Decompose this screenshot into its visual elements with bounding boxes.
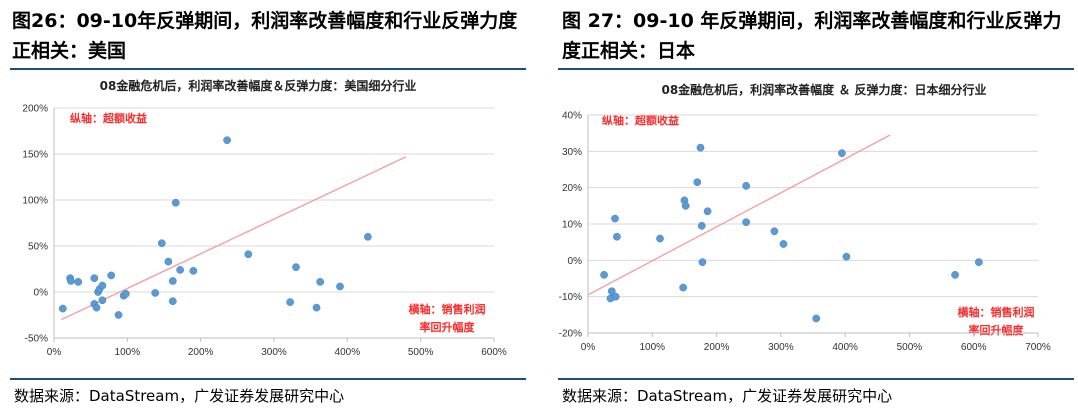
data-point bbox=[975, 258, 983, 266]
data-point bbox=[779, 240, 788, 248]
data-point bbox=[611, 292, 620, 301]
y-tick-label: 30% bbox=[562, 147, 582, 158]
x-tick-label: 500% bbox=[897, 342, 923, 353]
data-point bbox=[168, 297, 177, 306]
x-tick-label: 200% bbox=[704, 342, 730, 353]
title-divider bbox=[558, 68, 1074, 70]
data-point bbox=[151, 289, 160, 297]
y-tick-label: 20% bbox=[562, 183, 582, 194]
x-axis-annotation-line2: 率回升幅度 bbox=[969, 323, 1025, 337]
trendline bbox=[587, 134, 891, 296]
chart-title: 08金融危机后，利润率改善幅度＆反弹力度：美国细分行业 bbox=[100, 78, 417, 93]
data-point bbox=[312, 303, 321, 312]
data-point bbox=[838, 149, 846, 158]
y-tick-label: -50% bbox=[25, 334, 48, 345]
data-point bbox=[842, 252, 851, 261]
data-point bbox=[812, 314, 821, 323]
x-tick-label: 300% bbox=[261, 347, 287, 358]
x-axis-annotation-line2: 率回升幅度 bbox=[420, 320, 476, 334]
y-axis-annotation: 纵轴：超额收益 bbox=[602, 113, 679, 127]
title-divider bbox=[10, 68, 526, 70]
chart-title: 08金融危机后，利润率改善幅度 ＆ 反弹力度：日本细分行业 bbox=[661, 82, 986, 97]
figure-title: 图26：09-10年反弹期间，利润率改善幅度和行业反弹力度正相关：美国 bbox=[12, 10, 518, 62]
data-point bbox=[98, 296, 107, 305]
source-note: 数据来源：DataStream，广发证券发展研究中心 bbox=[14, 387, 345, 405]
data-point bbox=[656, 234, 664, 243]
x-tick-label: 600% bbox=[961, 342, 987, 353]
x-tick-label: 400% bbox=[335, 347, 361, 358]
x-axis-annotation-line1: 横轴：销售利润 bbox=[409, 302, 486, 316]
data-point bbox=[336, 282, 344, 291]
x-tick-label: 400% bbox=[832, 342, 858, 353]
data-point bbox=[189, 266, 198, 275]
x-tick-label: 700% bbox=[1025, 342, 1051, 353]
x-axis-annotation-line1: 横轴：销售利润 bbox=[958, 305, 1035, 319]
x-tick-label: 0% bbox=[47, 347, 62, 358]
y-tick-label: 0% bbox=[568, 256, 583, 267]
data-point bbox=[92, 303, 101, 312]
y-axis-annotation: 纵轴：超额收益 bbox=[70, 111, 147, 125]
x-tick-label: 100% bbox=[639, 342, 665, 353]
scatter-chart-us: 08金融危机后，利润率改善幅度＆反弹力度：美国细分行业 纵轴：超额收益 横轴：销… bbox=[22, 78, 507, 358]
data-point bbox=[74, 278, 83, 286]
data-point bbox=[176, 266, 184, 274]
data-point bbox=[613, 232, 621, 241]
data-point bbox=[703, 207, 712, 216]
x-tick-label: 600% bbox=[481, 347, 507, 358]
data-point bbox=[600, 271, 608, 279]
scatter-chart-jp: 08金融危机后，利润率改善幅度 ＆ 反弹力度：日本细分行业 纵轴：超额收益 横轴… bbox=[559, 82, 1051, 353]
y-tick-label: 50% bbox=[28, 242, 48, 253]
data-point bbox=[681, 201, 690, 210]
data-point bbox=[67, 277, 75, 285]
data-point bbox=[292, 263, 300, 272]
data-point bbox=[98, 281, 107, 290]
source-divider bbox=[558, 378, 1074, 380]
figure-title: 图 27：09-10 年反弹期间，利润率改善幅度和行业反弹力度正相关：日本 bbox=[562, 10, 1062, 62]
gridlines bbox=[588, 114, 1038, 334]
y-tick-label: 150% bbox=[22, 150, 48, 161]
y-tick-label: -10% bbox=[559, 292, 582, 303]
source-divider bbox=[10, 378, 526, 380]
y-tick-label: 40% bbox=[562, 111, 582, 122]
data-point bbox=[697, 221, 706, 230]
data-point bbox=[611, 214, 619, 223]
data-point bbox=[693, 178, 702, 187]
data-point bbox=[107, 271, 116, 280]
data-point bbox=[223, 136, 231, 145]
data-point bbox=[698, 258, 707, 266]
source-note: 数据来源：DataStream，广发证券发展研究中心 bbox=[562, 387, 893, 405]
data-point bbox=[770, 227, 779, 236]
y-tick-label: 200% bbox=[22, 104, 48, 115]
data-point bbox=[164, 257, 173, 266]
trendline bbox=[61, 156, 407, 321]
data-point bbox=[742, 182, 750, 190]
data-point bbox=[286, 298, 294, 306]
x-tick-label: 300% bbox=[768, 342, 794, 353]
data-point bbox=[364, 232, 372, 241]
data-point bbox=[114, 311, 123, 319]
data-point bbox=[742, 218, 750, 227]
figure-panel-us: 图26：09-10年反弹期间，利润率改善幅度和行业反弹力度正相关：美国 08金融… bbox=[0, 0, 530, 411]
data-point bbox=[168, 277, 177, 285]
data-point bbox=[58, 304, 67, 313]
y-tick-label: 10% bbox=[562, 220, 582, 231]
data-point bbox=[122, 289, 130, 298]
y-tick-label: -20% bbox=[559, 329, 582, 340]
y-tick-label: 0% bbox=[34, 288, 49, 299]
data-point bbox=[316, 278, 325, 286]
data-point bbox=[157, 239, 166, 248]
figure-panel-jp: 图 27：09-10 年反弹期间，利润率改善幅度和行业反弹力度正相关：日本 08… bbox=[548, 0, 1078, 411]
data-point bbox=[244, 250, 253, 259]
x-tick-label: 0% bbox=[581, 342, 596, 353]
data-point bbox=[951, 271, 959, 279]
data-point bbox=[171, 198, 180, 207]
x-tick-label: 500% bbox=[408, 347, 434, 358]
y-tick-label: 100% bbox=[22, 196, 48, 207]
x-tick-label: 100% bbox=[115, 347, 141, 358]
x-tick-label: 200% bbox=[188, 347, 214, 358]
data-point bbox=[679, 283, 687, 292]
data-point bbox=[90, 274, 99, 283]
data-point bbox=[696, 143, 705, 152]
data-point bbox=[607, 287, 616, 296]
